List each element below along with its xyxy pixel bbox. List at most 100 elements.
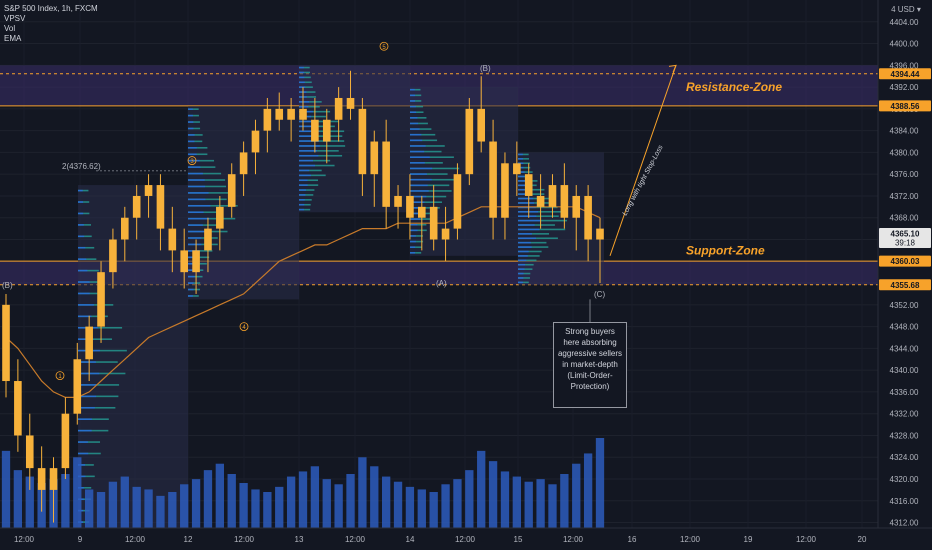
profile-bar [518, 233, 532, 235]
candle-body [156, 185, 165, 229]
profile-bar [299, 145, 320, 147]
annotation-label: (B) [2, 281, 13, 290]
note-line: in market-depth [562, 360, 618, 369]
profile-bar [410, 145, 426, 147]
profile-bar [410, 178, 459, 181]
candle-body [132, 195, 141, 218]
candle-body [406, 195, 414, 218]
profile-bar [410, 162, 443, 164]
price-tick-label: 4320.00 [890, 475, 919, 484]
volume-bar [346, 474, 355, 528]
profile-bar [188, 134, 203, 136]
candle-body [417, 206, 426, 218]
volume-bar [595, 438, 605, 528]
volume-bar [85, 489, 94, 528]
profile-bar [410, 218, 421, 220]
time-tick-label: 12:00 [234, 535, 255, 544]
price-label-box [879, 100, 931, 112]
profile-bar [299, 140, 320, 142]
volume-bar [120, 476, 129, 528]
price-tick-label: 4372.00 [890, 192, 919, 201]
candle-body [14, 381, 22, 436]
profile-bar [188, 179, 205, 181]
profile-bar [410, 195, 427, 198]
profile-bar [299, 199, 305, 201]
profile-bar [188, 198, 227, 201]
profile-bar [410, 173, 448, 175]
annotation-label: (C) [594, 290, 605, 299]
candle-body [536, 195, 545, 207]
profile-bar [78, 292, 105, 295]
profile-bar [299, 120, 339, 123]
candle-body [358, 108, 367, 175]
profile-bar [410, 178, 432, 181]
profile-bar [188, 230, 206, 233]
profile-bar [299, 130, 345, 133]
legend-study-vpsv[interactable]: VPSV [4, 14, 26, 23]
legend-symbol[interactable]: S&P 500 Index, 1h, FXCM [4, 4, 98, 13]
profile-bar [410, 223, 418, 226]
profile-bar [518, 237, 558, 240]
volume-bar [239, 483, 248, 528]
profile-bar [78, 418, 92, 421]
profile-bar [78, 384, 120, 386]
profile-bar [518, 272, 524, 275]
profile-bar [518, 241, 531, 244]
time-tick-label: 12:00 [563, 535, 584, 544]
profile-bar [518, 210, 539, 213]
profile-bar [518, 259, 537, 262]
profile-bar [78, 464, 94, 466]
profile-bar [78, 224, 92, 226]
profile-bar [410, 133, 436, 136]
candle-body [370, 141, 379, 175]
profile-bar [78, 315, 108, 318]
candle-body [275, 108, 284, 120]
profile-bar [518, 202, 554, 204]
profile-box [188, 106, 299, 300]
profile-bar [299, 96, 317, 98]
profile-bar [410, 173, 427, 175]
price-label-box [879, 255, 931, 267]
profile-bar [410, 240, 416, 243]
profile-bar [188, 185, 227, 188]
profile-bar [299, 189, 315, 191]
price-axis[interactable]: 4 USD ▾ 4404.00 4400.00 4396.00 4392.00 4388.… [877, 0, 932, 550]
candle-body [251, 130, 260, 153]
profile-bar [410, 122, 419, 125]
candle-body [168, 228, 177, 251]
profile-bar [188, 166, 216, 168]
volume-bar [477, 450, 486, 528]
profile-bar [518, 215, 559, 217]
candle-body [489, 141, 497, 218]
profile-bar [299, 150, 339, 152]
legend-study-ema[interactable]: EMA [4, 34, 22, 43]
profile-bar [410, 145, 445, 147]
candle-body [572, 195, 581, 218]
chart-legend: S&P 500 Index, 1h, FXCM VPSV Vol EMA [4, 4, 98, 44]
profile-bar [518, 246, 532, 248]
candle-body [287, 108, 295, 120]
legend-study-vol[interactable]: Vol [4, 24, 16, 33]
profile-bar [518, 272, 531, 275]
volume-bar [298, 471, 308, 528]
profile-bar [78, 212, 84, 215]
profile-bar [78, 429, 92, 432]
profile-bar [188, 153, 208, 156]
profile-bar [299, 208, 305, 211]
profile-bar [188, 243, 202, 246]
profile-bar [410, 195, 447, 198]
price-tick-label: 4332.00 [890, 410, 919, 419]
time-axis[interactable]: 12:00 9 12:00 12 12:00 13 12:00 14 12:00 15 12:00 1… [0, 527, 932, 550]
time-tick-label: 19 [744, 535, 753, 544]
profile-bar [78, 235, 92, 238]
price-tick-label: 4376.00 [890, 170, 919, 179]
candle-body [465, 108, 474, 175]
profile-bar [518, 250, 529, 253]
profile-bar [410, 184, 450, 187]
wave-label: 1 [58, 374, 62, 380]
volume-bar [512, 476, 521, 528]
volume-bar [441, 484, 450, 528]
candle-body [192, 250, 200, 273]
profile-bar [188, 140, 195, 143]
